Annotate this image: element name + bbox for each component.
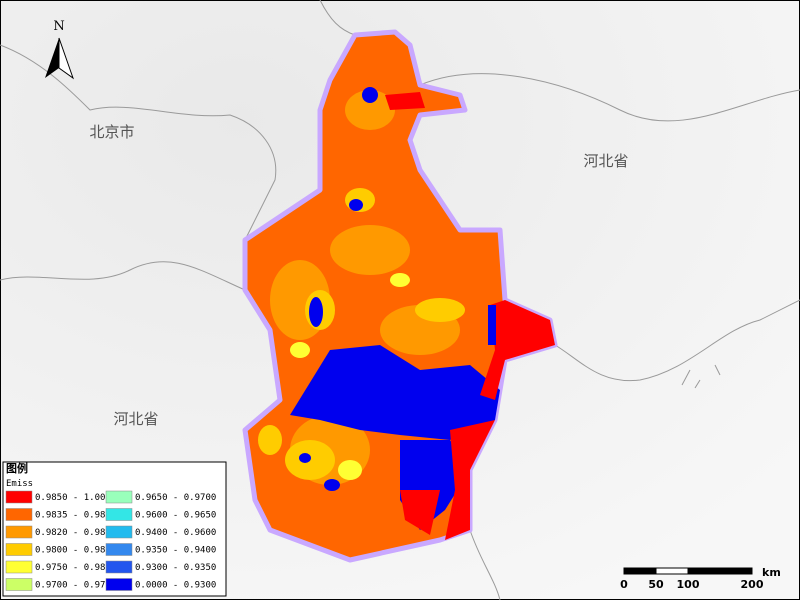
- legend-label: 0.9800 - 0.9820: [35, 546, 116, 556]
- legend-swatch: [5, 508, 33, 521]
- scale-label: 100: [677, 578, 700, 591]
- legend-label: 0.9400 - 0.9600: [135, 528, 216, 538]
- legend-label: 0.9650 - 0.9700: [135, 493, 216, 503]
- legend-swatch: [105, 490, 133, 504]
- place-label: 河北省: [583, 152, 628, 170]
- place-label: 北京市: [89, 123, 134, 141]
- legend-label: 0.9750 - 0.9800: [35, 563, 116, 573]
- legend-swatch: [105, 525, 133, 539]
- legend-label: 0.9350 - 0.9400: [135, 546, 216, 556]
- legend-field: Emiss: [6, 479, 33, 489]
- legend-label: 0.9300 - 0.9350: [135, 563, 216, 573]
- scale-label: 0: [620, 578, 628, 591]
- scale-label: 200: [741, 578, 764, 591]
- legend-label: 0.9820 - 0.9835: [35, 528, 116, 538]
- legend-label: 0.0000 - 0.9300: [135, 581, 216, 591]
- place-label: 河北省: [113, 410, 158, 428]
- legend-label: 0.9700 - 0.9750: [35, 581, 116, 591]
- emissivity-raster: [242, 29, 558, 563]
- legend-swatch: [5, 543, 33, 556]
- legend-swatch: [5, 490, 33, 504]
- legend-label: 0.9850 - 1.0000: [35, 493, 116, 503]
- legend-swatch: [105, 560, 133, 574]
- legend-swatch: [105, 508, 133, 521]
- scale-segment: [687, 567, 753, 575]
- legend-swatch: [5, 525, 33, 539]
- legend: 图例 Emiss 0.9850 - 1.0000 0.9835 - 0.9850 0…: [2, 461, 227, 597]
- legend-title: 图例: [6, 461, 28, 475]
- scale-label: 50: [648, 578, 664, 591]
- scale-segment: [655, 567, 689, 575]
- scale-segment: [623, 567, 657, 575]
- legend-label: 0.9835 - 0.9850: [35, 511, 116, 521]
- scale-unit: km: [762, 566, 781, 579]
- legend-swatch: [5, 578, 33, 591]
- legend-swatch: [105, 578, 133, 591]
- north-label: N: [53, 19, 64, 34]
- legend-swatch: [105, 543, 133, 556]
- legend-label: 0.9600 - 0.9650: [135, 511, 216, 521]
- legend-swatch: [5, 560, 33, 574]
- north-arrow: N: [45, 19, 74, 80]
